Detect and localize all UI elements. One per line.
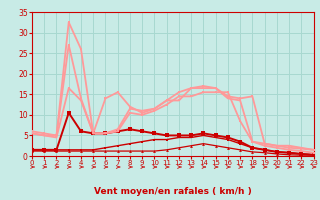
Text: Vent moyen/en rafales ( km/h ): Vent moyen/en rafales ( km/h ) (94, 188, 252, 196)
